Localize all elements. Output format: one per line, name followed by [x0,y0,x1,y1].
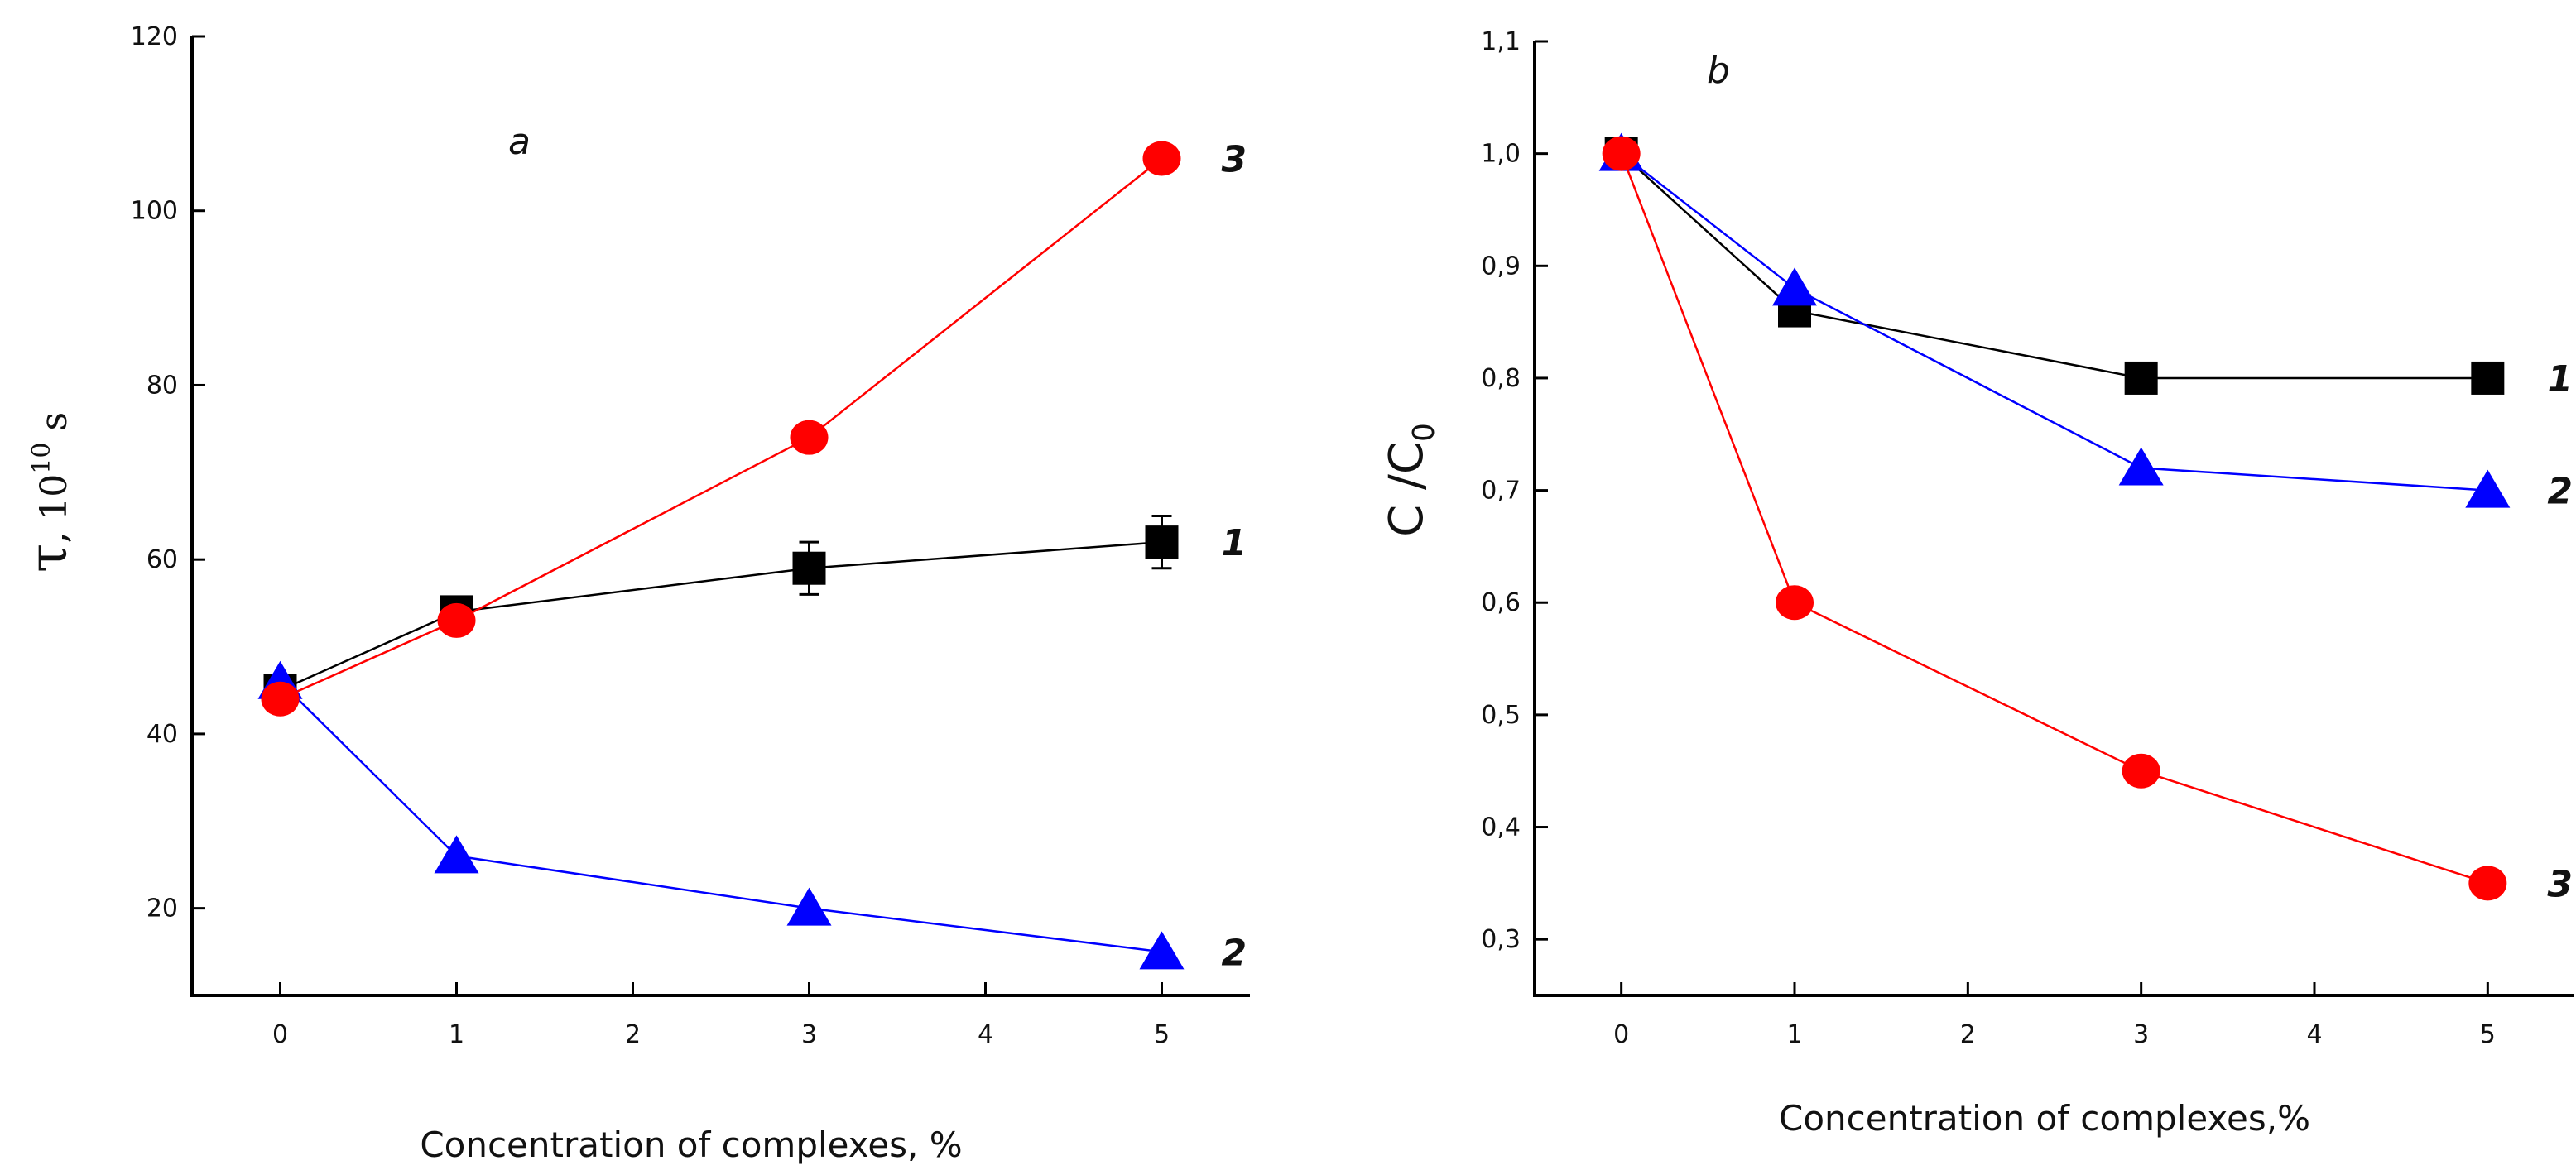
chart-b-ytick-label: 0,7 [1481,477,1521,506]
chart-b-series-2-point [1772,267,1817,306]
chart-a: 1 2 3 20 40 60 80 100 120 0 1 2 3 4 5 a Concentration… [18,22,1250,1165]
chart-a-series-3-point [1142,141,1181,176]
chart-b-series-3-point [2122,753,2160,789]
chart-b-series-1-point [2471,361,2505,395]
chart-b-xtick-label: 2 [1960,1020,1976,1049]
chart-a-ytick-label: 60 [147,545,178,574]
chart-b-xtick-label: 3 [2133,1020,2149,1049]
chart-a-panel-label: a [508,121,531,163]
chart-b-ylabel-sub: 0 [1407,423,1441,442]
chart-a-series-2-label: 2 [1222,932,1247,974]
chart-b-ylabel: C /C0 [1380,423,1441,537]
chart-a-xtick-label: 3 [801,1020,817,1049]
chart-a-ytick-label: 100 [131,197,178,226]
chart-b-ytick-label: 0,5 [1481,701,1521,730]
chart-a-series-2-line [279,680,1162,953]
chart-b-series-2-label: 2 [2547,471,2573,513]
chart-b-series-1: 1 [1604,137,2573,400]
chart-b-xtick-label: 4 [2306,1020,2322,1049]
chart-b-ytick-label: 1,1 [1481,27,1521,56]
chart-b-series-3: 3 [1602,136,2573,905]
chart-b-axes [1533,41,2574,997]
chart-a-series-1: 1 [263,515,1247,707]
chart-a-series-3: 3 [261,139,1247,717]
chart-a-ylabel-exp: 10 [27,443,56,474]
chart-a-ylabel-base: 10 [33,474,75,520]
chart-b-xtick-label: 0 [1613,1020,1629,1049]
chart-b-series-1-point [2124,361,2158,395]
chart-a-xtick-label: 2 [625,1020,641,1049]
chart-a-series-1-point [792,551,826,585]
chart-b-series-3-line [1620,153,2488,885]
chart-b: 123 0,30,40,50,60,70,80,91,01,10 1 2 3 4 5 b … [1380,27,2574,1139]
chart-a-series-3-label: 3 [1222,139,1247,181]
chart-b-series-2-point [2465,469,2511,508]
chart-a-series-3-point [790,420,829,455]
chart-a-ylabel-unit: s [33,412,75,443]
chart-b-series-1-label: 1 [2547,358,2573,400]
chart-b-ytick-label: 1,0 [1481,140,1521,169]
chart-a-ytick-label: 120 [131,22,178,51]
chart-b-series-2-point [2118,447,2164,486]
chart-a-series-1-label: 1 [1222,522,1247,564]
chart-b-series-2-line [1620,152,2488,492]
chart-b-ytick-label: 0,9 [1481,252,1521,281]
chart-a-xlabel: Concentration of complexes, % [420,1125,962,1165]
chart-a-xtick-label: 0 [272,1020,288,1049]
chart-b-xtick-label: 5 [2480,1020,2496,1049]
chart-b-panel-label: b [1707,50,1730,92]
chart-b-series-3-point [1776,585,1814,621]
chart-a-ylabel: τ, 1010 s [18,412,79,573]
chart-a-series-3-point [437,602,476,638]
chart-a-series-2-point [434,835,479,874]
chart-b-ytick-label: 0,4 [1481,813,1521,842]
chart-b-xlabel: Concentration of complexes,% [1779,1098,2310,1139]
chart-a-ylabel-sep: , [33,520,75,544]
chart-a-ytick-label: 80 [147,371,178,400]
chart-b-series-3-point [1602,136,1641,171]
chart-a-series-2-point [1139,931,1185,970]
chart-a-series-3-point [261,681,300,717]
chart-b-series-3-point [2468,866,2507,901]
chart-b-series-3-label: 3 [2547,863,2573,905]
chart-a-series-2: 2 [257,660,1247,974]
chart-a-xtick-label: 1 [449,1020,464,1049]
chart-a-ytick-label: 20 [147,894,178,923]
chart-a-ylabel-symbol: τ [18,544,79,573]
chart-a-xtick-label: 4 [978,1020,993,1049]
chart-b-series-2: 2 [1598,132,2573,513]
chart-a-series-3-line [279,157,1163,700]
chart-a-axes [190,36,1250,997]
chart-b-ylabel-main: C /C [1380,442,1434,537]
chart-a-series-1-point [1145,525,1179,559]
chart-a-xtick-label: 5 [1154,1020,1170,1049]
chart-b-series-1-line [1620,152,2488,380]
chart-a-ytick-label: 40 [147,720,178,749]
chart-b-ytick-label: 0,6 [1481,588,1521,617]
chart-a-series-1-line [279,540,1162,692]
chart-a-series-2-point [786,887,832,926]
chart-b-ytick-label: 0,3 [1481,925,1521,954]
chart-b-ytick-label: 0,8 [1481,364,1521,393]
chart-b-xtick-label: 1 [1786,1020,1802,1049]
